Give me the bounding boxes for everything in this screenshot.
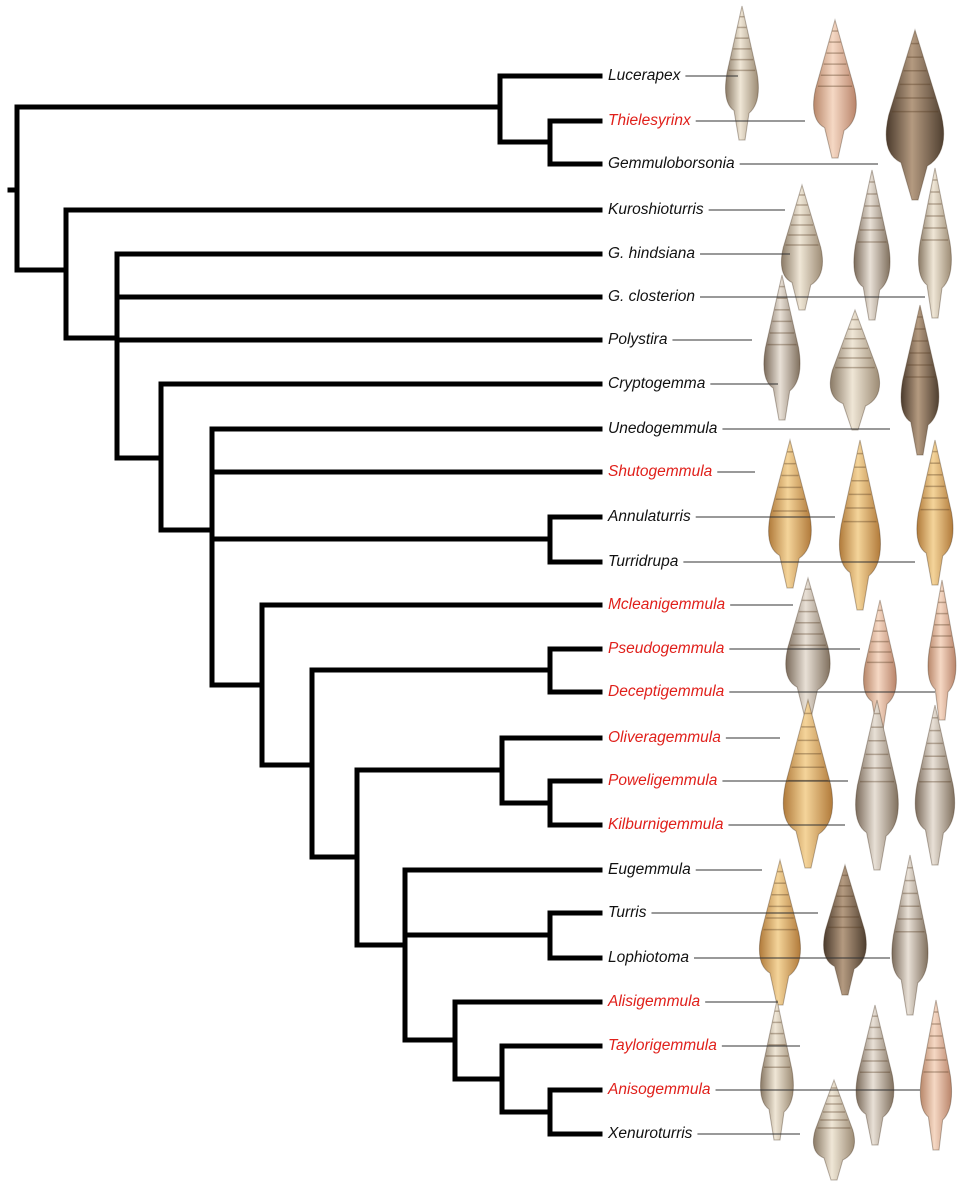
taxon-label: G. closterion xyxy=(608,288,695,305)
shell xyxy=(823,863,867,996)
shell xyxy=(812,1078,855,1181)
shell xyxy=(855,699,899,871)
shell xyxy=(838,439,881,611)
shell xyxy=(927,579,957,721)
taxon-label: Unedogemmula xyxy=(608,420,718,437)
shell xyxy=(863,599,897,731)
shell xyxy=(780,183,823,311)
taxon-label: Thielesyrinx xyxy=(608,112,692,129)
taxon-label: Shutogemmula xyxy=(608,463,713,480)
taxon-label: Turridrupa xyxy=(608,553,679,570)
taxon-label: Alisigemmula xyxy=(607,993,701,1010)
taxon-label: Eugemmula xyxy=(608,861,691,878)
taxon-label: Poweligemmula xyxy=(608,772,718,789)
taxon-label: Cryptogemma xyxy=(608,375,706,392)
shell xyxy=(853,169,891,321)
shell xyxy=(725,5,759,141)
taxon-label: Annulaturris xyxy=(607,508,691,525)
taxon-label: Kilburnigemmula xyxy=(608,816,724,833)
shell xyxy=(885,28,945,201)
shell xyxy=(768,438,812,589)
taxon-labels: Lucerapex Thielesyrinx Gemmuloborsonia Kuro… xyxy=(607,67,935,1142)
taxon-label: Gemmuloborsonia xyxy=(608,155,735,172)
taxon-label: Deceptigemmula xyxy=(608,683,725,700)
taxon-label: Mcleanigemmula xyxy=(608,596,726,613)
shell xyxy=(760,999,794,1141)
taxon-label: Oliveragemmula xyxy=(608,729,721,746)
shell xyxy=(919,999,953,1151)
shell xyxy=(916,439,954,586)
tree-branches xyxy=(7,73,603,1137)
taxon-label: Anisogemmula xyxy=(607,1081,711,1098)
shell xyxy=(782,698,834,869)
shell xyxy=(914,704,956,866)
shell xyxy=(891,854,929,1016)
taxon-label: Polystira xyxy=(608,331,668,348)
taxon-label: Taylorigemmula xyxy=(608,1037,717,1054)
shell xyxy=(758,858,801,1006)
taxon-label: Pseudogemmula xyxy=(608,640,725,657)
taxon-label: Lophiotoma xyxy=(608,949,689,966)
taxon-label: Kuroshioturris xyxy=(608,201,704,218)
shell xyxy=(785,576,831,719)
shell xyxy=(829,308,881,431)
taxon-label: Lucerapex xyxy=(608,67,682,84)
taxon-label: G. hindsiana xyxy=(608,245,695,262)
shell xyxy=(918,167,952,319)
taxon-label: Turris xyxy=(608,904,647,921)
shell xyxy=(855,1004,895,1146)
shell xyxy=(813,18,857,159)
taxon-label: Xenuroturris xyxy=(607,1125,693,1142)
shell xyxy=(900,304,940,456)
shell-images xyxy=(725,5,957,1181)
